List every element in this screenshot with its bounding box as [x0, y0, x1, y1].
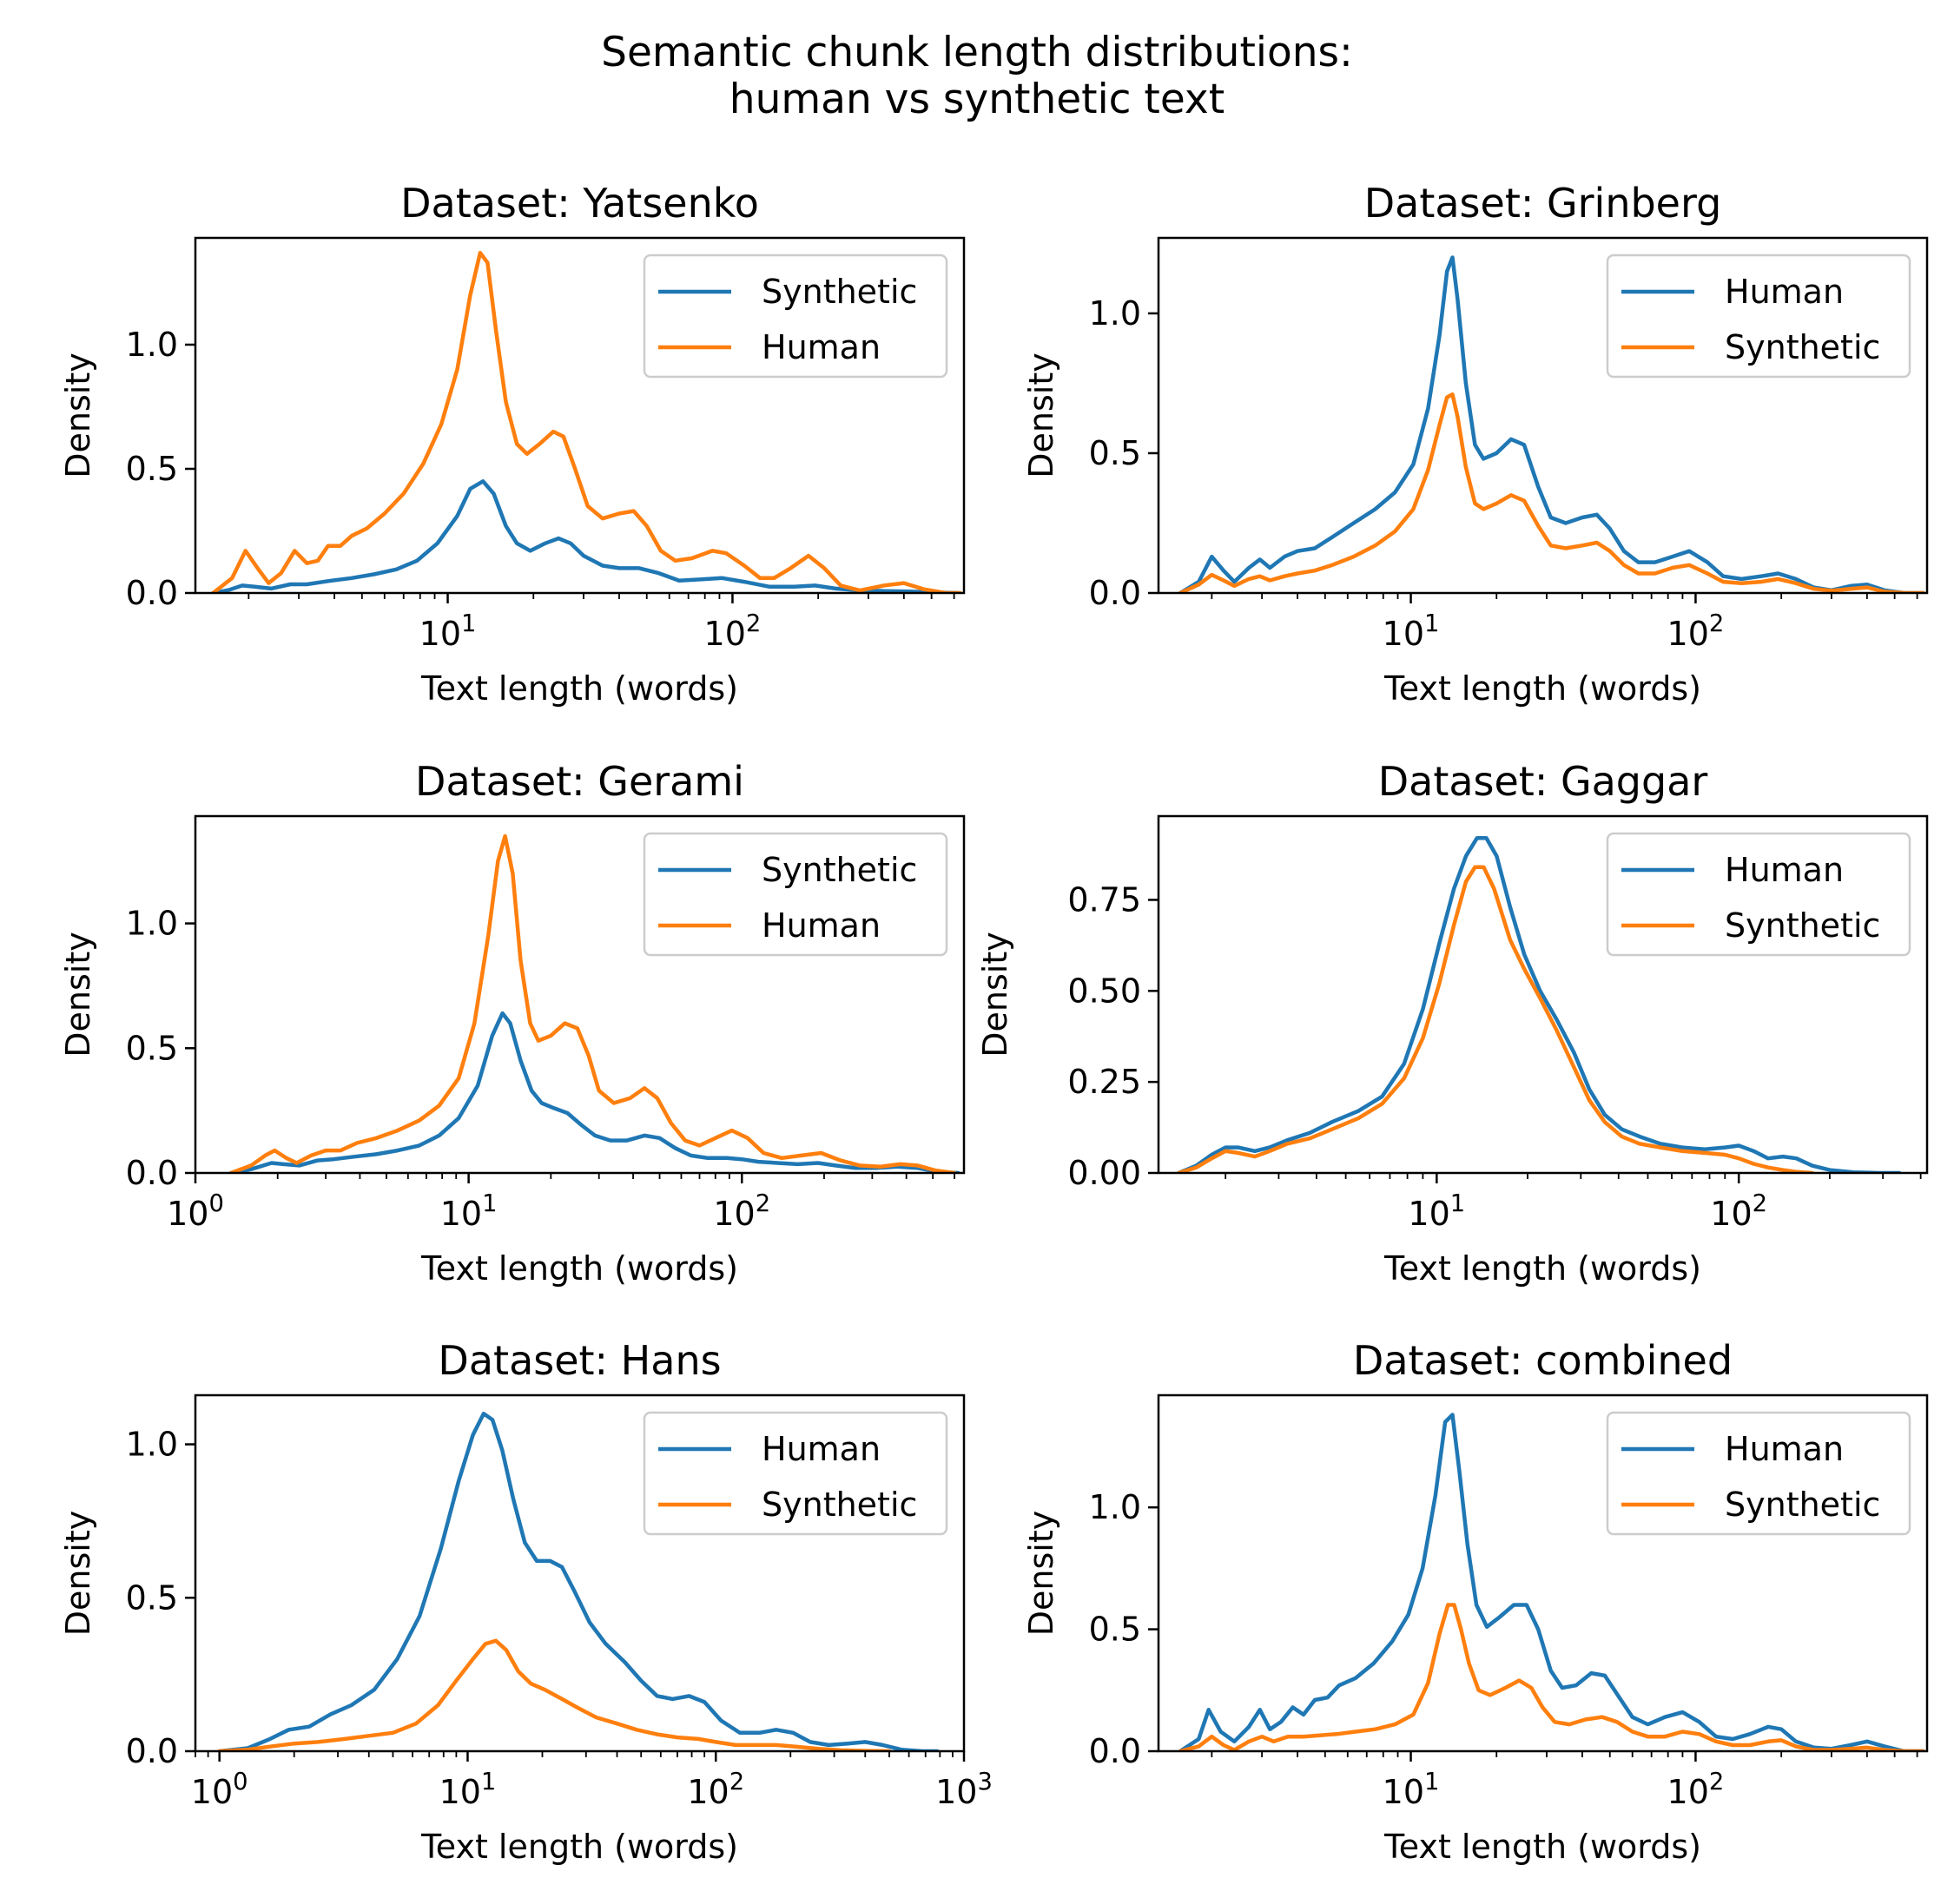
series-line-human: [211, 250, 962, 593]
chart-panel-6: Dataset: combined 0.0 0.5 1.0 101 102 Text len…: [1022, 1337, 1929, 1866]
legend-label-human: Human: [1725, 273, 1844, 311]
y-tick-label: 1.0: [126, 905, 178, 943]
y-tick-label: 0.5: [126, 450, 178, 488]
series-line-human: [1178, 1413, 1925, 1751]
plot-frame: [194, 814, 966, 1175]
y-tick-label: 1.0: [126, 326, 178, 364]
x-tick-label: 102: [1667, 1769, 1725, 1811]
series-line-synthetic: [217, 1638, 892, 1751]
chart-title: Dataset: Grinberg: [1364, 180, 1722, 227]
chart-title: Dataset: Yatsenko: [400, 180, 759, 227]
legend: Human Synthetic: [1606, 1411, 1911, 1536]
x-tick-label: 103: [935, 1769, 993, 1811]
x-axis-label: Text length (words): [420, 1249, 738, 1288]
chart-title: Dataset: Hans: [438, 1337, 721, 1384]
series-line-human: [228, 833, 957, 1173]
y-tick-label: 0.50: [1067, 972, 1141, 1010]
plot-frame: [194, 1393, 966, 1753]
series-line-synthetic: [1178, 1603, 1925, 1751]
y-tick-label: 0.5: [126, 1578, 178, 1617]
x-tick-label: 102: [1710, 1190, 1767, 1233]
chart-title: Dataset: Gaggar: [1378, 758, 1708, 805]
y-tick-label: 1.0: [126, 1426, 178, 1464]
legend-label-human: Human: [762, 328, 881, 366]
series-line-synthetic: [1178, 392, 1925, 593]
x-axis-label: Text length (words): [1383, 669, 1701, 708]
chart-panel-3: Dataset: Gerami 0.0 0.5 1.0 100 101 102 Text le…: [59, 758, 966, 1288]
legend-label-synthetic: Synthetic: [1725, 906, 1880, 945]
x-tick-label: 101: [419, 610, 477, 653]
legend-label-human: Human: [1725, 1430, 1844, 1468]
legend: Synthetic Human: [643, 254, 948, 379]
y-axis-label: Density: [59, 1511, 97, 1636]
legend-label-human: Human: [1725, 851, 1844, 889]
series-line-human: [1178, 255, 1925, 593]
plot-frame: [1157, 814, 1929, 1175]
legend-label-human: Human: [762, 906, 881, 945]
x-axis-label: Text length (words): [420, 1828, 738, 1866]
legend: Synthetic Human: [643, 832, 948, 957]
x-axis-label: Text length (words): [420, 669, 738, 708]
legend-label-synthetic: Synthetic: [762, 273, 917, 311]
plot-frame: [1157, 1393, 1929, 1753]
chart-panel-4: Dataset: Gaggar 0.00 0.25 0.50 0.75 101 102Tex…: [976, 758, 1929, 1288]
series-line-human: [217, 1411, 940, 1751]
x-tick-label: 101: [1383, 610, 1440, 653]
x-tick-label: 101: [439, 1769, 497, 1811]
y-tick-label: 1.0: [1089, 294, 1141, 333]
x-axis-label: Text length (words): [1383, 1828, 1701, 1866]
legend-label-synthetic: Synthetic: [1725, 328, 1880, 366]
chart-panel-2: Dataset: Grinberg 0.0 0.5 1.0 101 102 Text len…: [1022, 180, 1929, 708]
chart-title: Dataset: combined: [1353, 1337, 1733, 1384]
y-axis-label: Density: [1022, 1511, 1060, 1636]
y-tick-label: 1.0: [1089, 1488, 1141, 1526]
y-axis-label: Density: [1022, 352, 1060, 478]
x-tick-label: 101: [1408, 1190, 1465, 1233]
y-tick-label: 0.00: [1067, 1154, 1141, 1192]
y-axis-label: Density: [59, 932, 97, 1057]
x-tick-label: 100: [191, 1769, 248, 1811]
plot-frame: [194, 236, 966, 595]
y-tick-label: 0.25: [1067, 1063, 1141, 1101]
legend: Human Synthetic: [1606, 254, 1911, 379]
y-tick-label: 0.75: [1067, 880, 1141, 919]
x-tick-label: 101: [440, 1190, 498, 1233]
legend-label-synthetic: Synthetic: [1725, 1486, 1880, 1524]
plot-frame: [1157, 236, 1929, 595]
figure-title-line2: human vs synthetic text: [729, 76, 1225, 123]
y-axis-label: Density: [59, 352, 97, 478]
legend-label-human: Human: [762, 1430, 881, 1468]
y-tick-label: 0.0: [126, 1154, 178, 1192]
x-tick-label: 100: [167, 1190, 224, 1233]
figure-title-line1: Semantic chunk length distributions:: [601, 29, 1353, 76]
x-tick-label: 102: [687, 1769, 744, 1811]
y-axis-label: Density: [976, 932, 1014, 1057]
series-line-synthetic: [1177, 865, 1814, 1173]
y-tick-label: 0.0: [126, 574, 178, 612]
chart-title: Dataset: Gerami: [415, 758, 744, 805]
series-line-synthetic: [228, 1011, 960, 1173]
y-tick-label: 0.0: [1089, 574, 1141, 612]
legend-label-synthetic: Synthetic: [762, 1486, 917, 1524]
x-axis-label: Text length (words): [1383, 1249, 1701, 1288]
y-tick-label: 0.5: [1089, 1611, 1141, 1649]
y-tick-label: 0.0: [126, 1732, 178, 1770]
x-tick-label: 102: [704, 610, 762, 653]
x-tick-label: 102: [1667, 610, 1725, 653]
figure-title: Semantic chunk length distributions: hum…: [0, 30, 1954, 123]
legend-label-synthetic: Synthetic: [762, 851, 917, 889]
x-tick-label: 101: [1383, 1769, 1440, 1811]
x-tick-label: 102: [713, 1190, 770, 1233]
series-line-synthetic: [211, 479, 960, 593]
y-tick-label: 0.5: [126, 1029, 178, 1067]
y-tick-label: 0.0: [1089, 1732, 1141, 1770]
legend: Human Synthetic: [1606, 832, 1911, 957]
chart-panel-5: Dataset: Hans 0.0 0.5 1.0 100 101 102 103 Text l…: [59, 1337, 993, 1866]
legend: Human Synthetic: [643, 1411, 948, 1536]
chart-panel-1: Dataset: Yatsenko 0.0 0.5 1.0 101 102 Text len…: [59, 180, 966, 708]
series-line-human: [1177, 835, 1902, 1173]
y-tick-label: 0.5: [1089, 434, 1141, 472]
